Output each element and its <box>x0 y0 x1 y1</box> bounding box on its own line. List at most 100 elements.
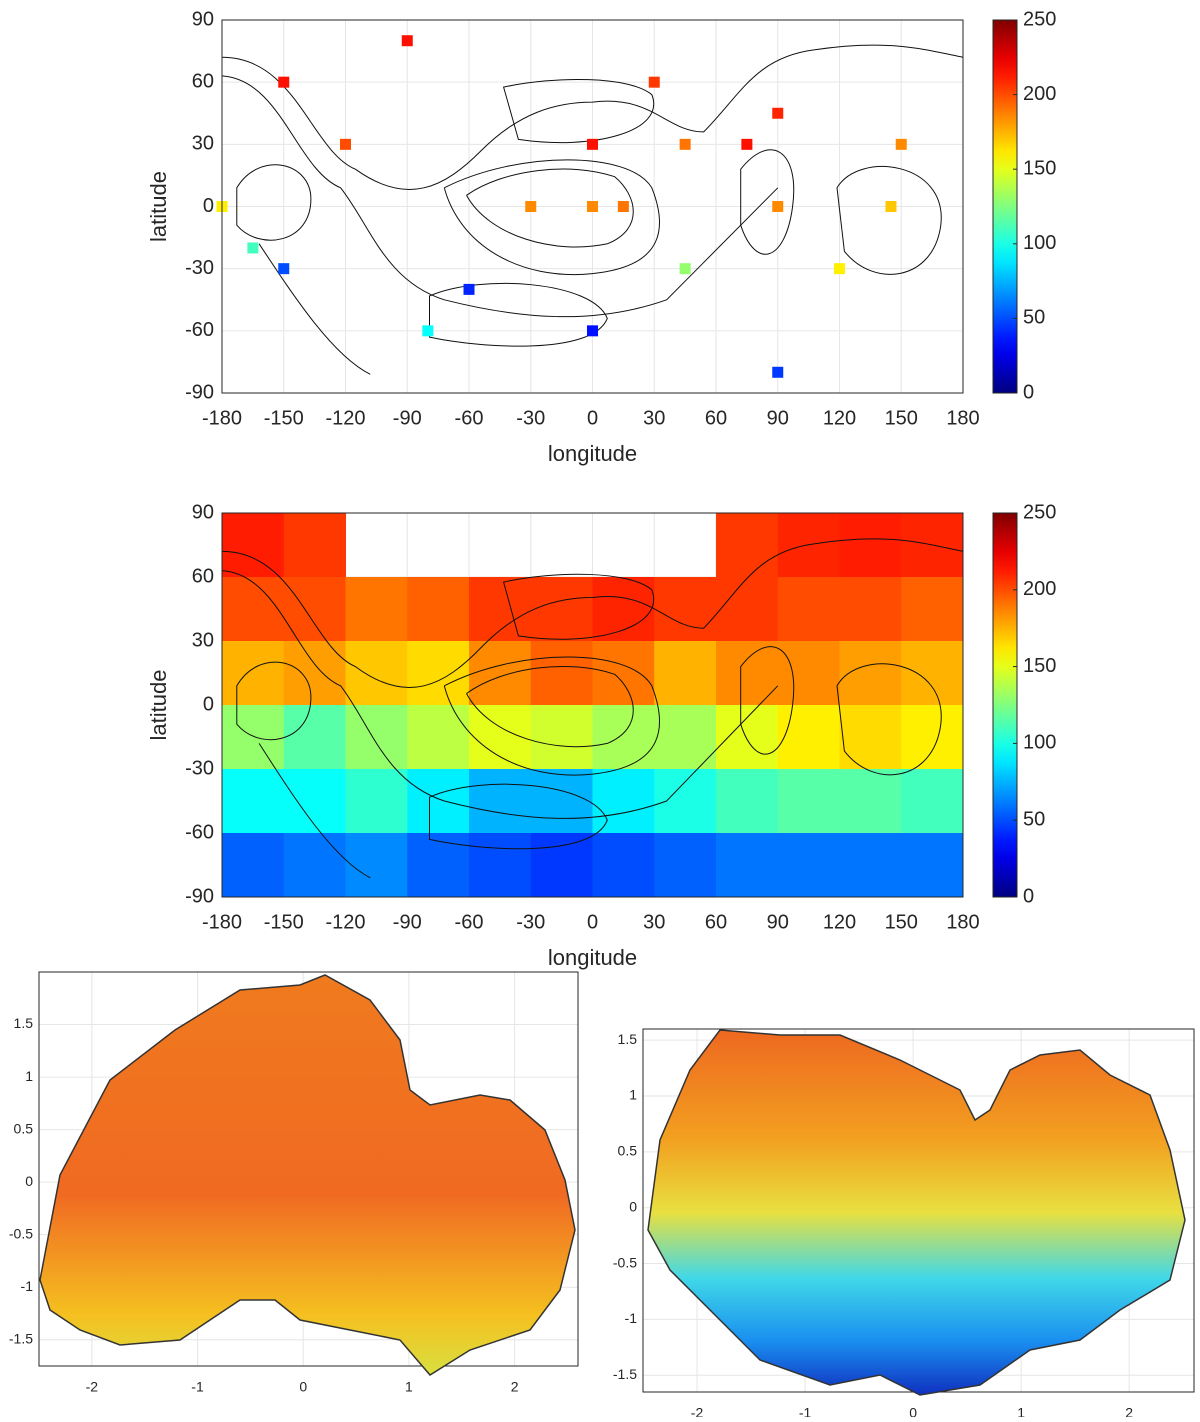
heat-cell <box>283 513 346 578</box>
heat-cell <box>283 641 346 706</box>
heat-cell <box>901 705 964 770</box>
colorbar-tick-label: 150 <box>1023 157 1056 179</box>
contour-line <box>221 75 779 318</box>
axes-box <box>38 971 579 1367</box>
point <box>885 201 897 212</box>
heat-cell <box>345 833 408 898</box>
y-tick-label: 1 <box>629 1087 637 1103</box>
heat-cell <box>222 577 285 642</box>
contour-line <box>740 149 795 255</box>
y-tick-label: 1.5 <box>618 1031 638 1047</box>
heat-cell <box>407 833 470 898</box>
x-tick-label: -90 <box>393 911 422 933</box>
y-tick-label: 1 <box>25 1068 33 1084</box>
x-tick-label: -150 <box>264 911 304 933</box>
heat-cell <box>777 513 840 578</box>
heat-cell <box>222 641 285 706</box>
x-tick-label: -30 <box>516 407 545 429</box>
contour-line <box>443 159 661 276</box>
x-tick-label: 180 <box>946 911 979 933</box>
colorbar-tick-label: 50 <box>1023 307 1045 329</box>
point <box>772 201 784 212</box>
axes-box <box>221 19 964 394</box>
point <box>278 76 290 88</box>
heat-cell <box>283 705 346 770</box>
heat-cell <box>345 641 408 706</box>
colorbar-tick-label: 100 <box>1023 732 1056 754</box>
heat-cell <box>654 577 717 642</box>
contour-line <box>502 78 655 144</box>
x-axis-label: longitude <box>548 945 637 970</box>
x-tick-label: 30 <box>643 911 665 933</box>
point <box>463 283 475 295</box>
heat-cell <box>777 577 840 642</box>
y-tick-label: 60 <box>192 565 214 587</box>
point <box>772 366 784 378</box>
heat-cell <box>901 577 964 642</box>
x-tick-label: 90 <box>767 911 789 933</box>
heat-cell <box>839 705 902 770</box>
x-tick-label: -30 <box>516 911 545 933</box>
point <box>278 263 290 275</box>
heat-cell <box>530 769 593 834</box>
x-tick-label: -60 <box>455 407 484 429</box>
heat-cell <box>654 769 717 834</box>
point <box>587 138 598 150</box>
x-tick-label: 150 <box>885 911 918 933</box>
y-tick-label: -90 <box>185 885 214 907</box>
x-tick-label: 180 <box>946 407 979 429</box>
point <box>340 138 351 150</box>
x-tick-label: -150 <box>264 407 304 429</box>
x-tick-label: -120 <box>325 407 365 429</box>
heat-cell <box>592 577 655 642</box>
colorbar-tick-label: 0 <box>1023 381 1034 403</box>
heat-cell <box>469 577 532 642</box>
heat-cell <box>777 641 840 706</box>
heat-cell <box>839 769 902 834</box>
x-tick-label: -1 <box>191 1379 204 1395</box>
heat-cell <box>716 641 779 706</box>
y-tick-label: 60 <box>192 70 214 92</box>
colorbar-tick-label: 250 <box>1023 8 1056 30</box>
heat-cell <box>283 577 346 642</box>
heat-cell <box>901 641 964 706</box>
y-tick-label: -1 <box>625 1310 638 1326</box>
heat-cell <box>345 705 408 770</box>
heat-cell <box>283 769 346 834</box>
y-tick-label: -1.5 <box>9 1330 33 1346</box>
heat-cell <box>592 769 655 834</box>
heat-cell <box>530 577 593 642</box>
y-tick-label: 30 <box>192 133 214 155</box>
x-tick-label: -60 <box>455 911 484 933</box>
axes-box <box>221 512 964 898</box>
panel: -180 -150 -120 -90 -60 -30 0 30 60 90 120 150 180 -90… <box>146 8 1057 466</box>
heat-cell <box>407 641 470 706</box>
point <box>525 201 537 212</box>
heat-cell <box>469 641 532 706</box>
contour-line <box>466 168 634 248</box>
x-tick-label: -180 <box>202 407 242 429</box>
x-tick-label: 2 <box>1125 1405 1133 1417</box>
heat-cell <box>469 769 532 834</box>
y-tick-label: 0.5 <box>618 1143 638 1159</box>
point <box>679 138 691 150</box>
y-tick-label: 90 <box>192 501 214 523</box>
contour-line <box>429 783 608 850</box>
contour-line <box>221 538 964 689</box>
point <box>422 325 434 337</box>
colorbar-tick-label: 100 <box>1023 232 1056 254</box>
heat-cell <box>345 769 408 834</box>
y-axis-label: latitude <box>146 171 171 242</box>
point <box>772 107 784 119</box>
y-tick-label: 1.5 <box>14 1015 34 1031</box>
heat-cell <box>839 641 902 706</box>
x-tick-label: -90 <box>393 407 422 429</box>
y-tick-label: -90 <box>185 381 214 403</box>
shape-renders <box>39 974 1186 1396</box>
x-tick-label: 0 <box>587 407 598 429</box>
y-tick-label: -60 <box>185 319 214 341</box>
colorbar-tick-label: 0 <box>1023 885 1034 907</box>
x-tick-label: 120 <box>823 911 856 933</box>
x-tick-label: -2 <box>86 1379 99 1395</box>
